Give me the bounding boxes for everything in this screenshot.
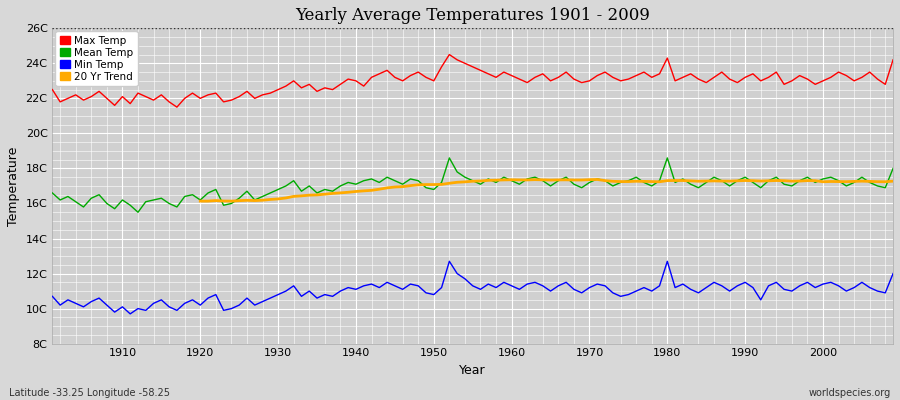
Text: Latitude -33.25 Longitude -58.25: Latitude -33.25 Longitude -58.25: [9, 388, 170, 398]
Text: worldspecies.org: worldspecies.org: [809, 388, 891, 398]
Legend: Max Temp, Mean Temp, Min Temp, 20 Yr Trend: Max Temp, Mean Temp, Min Temp, 20 Yr Tre…: [56, 32, 138, 86]
Y-axis label: Temperature: Temperature: [7, 146, 20, 226]
Title: Yearly Average Temperatures 1901 - 2009: Yearly Average Temperatures 1901 - 2009: [295, 7, 650, 24]
X-axis label: Year: Year: [459, 364, 486, 377]
